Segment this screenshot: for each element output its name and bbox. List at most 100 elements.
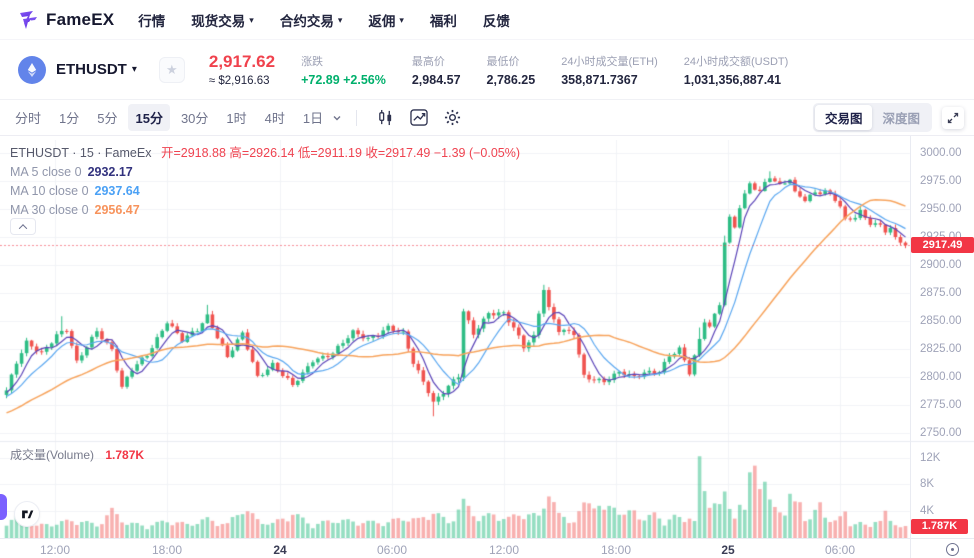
chart-settings-button[interactable] [440,107,465,128]
ticker-bar: ETHUSDT ▾ ★ 2,917.62 ≈ $2,916.63 涨跌 +72.8… [0,40,974,100]
interval-15分[interactable]: 15分 [128,104,170,131]
volume-tick-label: 8K [920,478,935,491]
stat-label: 涨跌 [301,55,324,68]
candlestick-icon [379,109,392,126]
price-tick-label: 2850.00 [920,315,962,327]
expand-icon [947,112,959,123]
ma-legend-row: MA 5 close 0 2932.17 [10,163,520,182]
last-price-text: 2,917.62 [208,52,276,71]
scroll-to-realtime-button[interactable] [944,541,960,557]
chart-toolbar: 分时 1分 5分 15分 30分 1时 4时 1日 [0,100,974,136]
ma-label: MA 30 close 0 [10,203,89,217]
fullscreen-button[interactable] [942,106,964,129]
target-icon [945,542,959,556]
last-price-badge: 2917.49 [911,237,974,254]
chart-legend: ETHUSDT · 15 · FameEx 开=2918.88 高=2926.1… [10,144,520,220]
chevron-down-icon: ▾ [337,15,343,25]
ticker-stat: 涨跌 +72.89 +2.56% [301,53,386,87]
price-axis-border [910,136,911,558]
toolbar-right: 交易图 深度图 [812,103,964,132]
price-tick-label: 2900.00 [920,259,962,271]
tradingview-logo[interactable] [14,501,40,527]
top-navbar: FameEX 行情 现货交易 ▾ 合约交易 ▾ 返佣 ▾ 福利 反馈 [0,0,974,40]
stat-value: 358,871.7367 [561,72,638,87]
price-tick-label: 3000.00 [920,147,962,159]
eth-coin-icon [18,55,46,84]
price-tick-label: 2775.00 [920,399,962,411]
ma-legend-row: MA 10 close 0 2937.64 [10,182,520,201]
ma-label: MA 10 close 0 [10,184,89,198]
candlestick-style-button[interactable] [373,107,398,128]
price-tick-label: 2950.00 [920,203,962,215]
chevron-down-icon: ▾ [249,15,254,25]
line-chart-icon [410,109,428,126]
chevron-down-icon: ▾ [131,64,137,75]
time-tick-label: 24 [273,543,287,557]
fameex-logo[interactable]: FameEX [18,9,114,31]
view-toggle-交易图[interactable]: 交易图 [814,105,873,130]
price-tick-label: 2825.00 [920,343,962,355]
volume-pane-header: 成交量(Volume) 1.787K [10,446,144,463]
interval-group: 分时 1分 5分 15分 30分 1时 4时 1日 [8,104,330,131]
time-tick-label: 06:00 [376,543,408,557]
chevron-up-icon [18,223,28,233]
interval-分时[interactable]: 分时 [8,104,48,131]
view-toggle-深度图[interactable]: 深度图 [872,105,930,130]
interval-more-chevron-icon[interactable] [332,113,342,123]
nav-item-反馈[interactable]: 反馈 [482,13,510,29]
stat-value: 1,031,356,887.41 [683,72,782,87]
last-price-usd: ≈ $2,916.63 [208,75,270,87]
volume-value: 1.787K [105,448,145,462]
gear-icon [445,109,461,126]
legend-ohlc-row: ETHUSDT · 15 · FameEx 开=2918.88 高=2926.1… [10,144,520,163]
candlestick-chart-canvas[interactable] [0,140,974,538]
pair-selector[interactable]: ETHUSDT ▾ [56,61,137,78]
side-panel-tab[interactable] [0,494,7,520]
nav-item-行情[interactable]: 行情 [138,13,166,29]
ma-legend-row: MA 30 close 0 2956.47 [10,201,520,220]
stat-value: 2,786.25 [486,72,536,87]
nav-menu: 行情 现货交易 ▾ 合约交易 ▾ 返佣 ▾ 福利 反馈 [138,10,510,30]
nav-item-返佣[interactable]: 返佣 ▾ [368,13,404,29]
chart-view-toggle: 交易图 深度图 [812,103,932,132]
ticker-stats: 涨跌 +72.89 +2.56% 最高价 2,984.57 最低价 2,786.25 24小… [301,53,788,87]
brand-name: FameEX [46,9,115,29]
last-volume-badge: 1.787K [911,518,968,534]
time-tick-label: 18:00 [600,543,632,557]
series-title: ETHUSDT · 15 · FameEx [10,146,152,160]
time-tick-label: 18:00 [151,543,183,557]
fameex-logo-icon [20,10,37,29]
nav-item-合约交易[interactable]: 合约交易 ▾ [279,13,343,29]
ticker-stat: 24小时成交额(USDT) 1,031,356,887.41 [684,53,789,87]
ma-label: MA 5 close 0 [10,165,82,179]
ticker-stat: 最低价 2,786.25 [487,53,536,87]
nav-item-福利[interactable]: 福利 [429,13,457,29]
chart-area: ETHUSDT · 15 · FameEx 开=2918.88 高=2926.1… [0,136,974,558]
indicator-chart-button[interactable] [406,107,432,128]
interval-30分[interactable]: 30分 [174,104,215,131]
legend-collapse-button[interactable] [10,218,36,235]
ma-value: 2956.47 [94,203,140,217]
price-tick-label: 2975.00 [920,175,962,187]
interval-4时[interactable]: 4时 [258,104,292,131]
interval-5分[interactable]: 5分 [90,104,124,131]
favorite-star-button[interactable]: ★ [158,56,185,83]
ma-value: 2932.17 [87,165,133,179]
stat-label: 最低价 [486,55,520,68]
stat-value: 2,984.57 [411,72,461,87]
price-tick-label: 2750.00 [920,427,962,439]
price-tick-label: 2800.00 [920,371,962,383]
nav-item-现货交易[interactable]: 现货交易 ▾ [191,13,254,29]
stat-label: 最高价 [411,55,445,68]
ma-legend-rows: MA 5 close 0 2932.17 MA 10 close 0 2937.64 M… [10,163,520,220]
ma-value: 2937.64 [94,184,140,198]
ohlc-values: 开=2918.88 高=2926.14 低=2911.19 收=2917.49 … [160,146,521,160]
interval-1分[interactable]: 1分 [52,104,86,131]
toolbar-divider [356,109,358,126]
pair-name: ETHUSDT [56,61,127,78]
time-tick-label: 12:00 [39,543,71,557]
interval-1日[interactable]: 1日 [296,104,330,131]
interval-1时[interactable]: 1时 [219,104,253,131]
volume-tick-label: 4K [920,505,935,518]
